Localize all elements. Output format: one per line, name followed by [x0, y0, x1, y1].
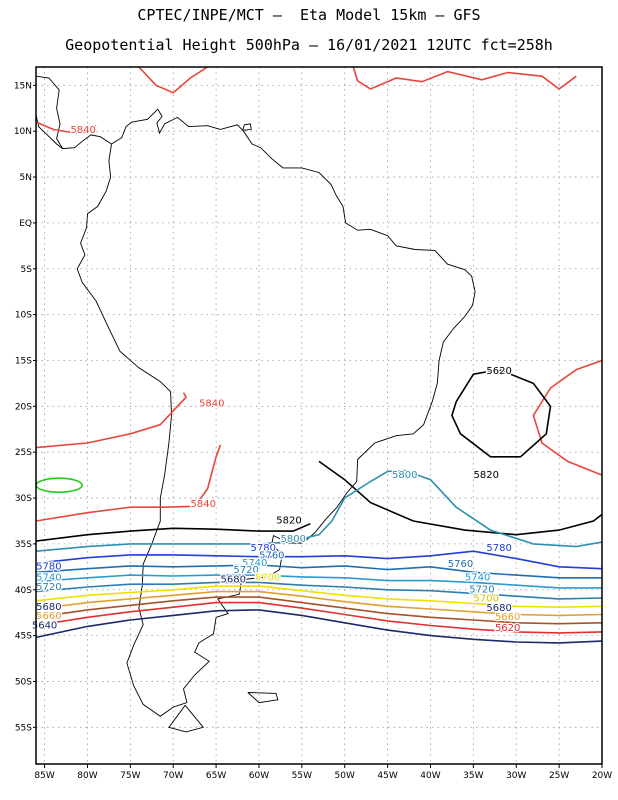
contour-label: 5820 — [474, 470, 499, 481]
lon-tick-label: 35W — [463, 771, 483, 781]
coastlines — [36, 75, 476, 733]
contour-labels: 5840 5840 5840 5620 5820 5820 5800 5800 5780 5780… — [31, 124, 522, 635]
contour-c5660 — [36, 596, 602, 625]
lat-tick-label: 15S — [15, 356, 32, 366]
lat-tick-label: 25S — [15, 448, 32, 458]
contour-label: 5840 — [191, 499, 216, 510]
lat-tick-label: 45S — [15, 632, 32, 642]
lat-tick-label: 20S — [15, 402, 32, 412]
contour-c5840-argentina — [36, 444, 222, 522]
map-background — [36, 67, 602, 764]
lon-tick-label: 55W — [292, 771, 312, 781]
contour-label: 5620 — [486, 366, 511, 377]
lat-tick-label: 50S — [15, 677, 32, 687]
lat-tick-label: 10N — [14, 127, 32, 137]
contour-label: 5760 — [259, 551, 284, 562]
lon-tick-label: 25W — [549, 771, 569, 781]
lon-tick-label: 70W — [163, 771, 183, 781]
lon-tick-label: 20W — [592, 771, 612, 781]
contour-c5840-bolivia — [36, 392, 188, 449]
falkland-islands — [247, 692, 279, 704]
lon-tick-label: 50W — [335, 771, 355, 781]
contour-label: 5740 — [242, 558, 267, 569]
contour-c5760 — [36, 564, 602, 579]
trinidad — [242, 123, 252, 131]
contour-label: 5620 — [495, 623, 520, 634]
lat-tick-label: 15N — [14, 81, 32, 91]
lat-tick-label: 10S — [15, 311, 32, 321]
contour-label: 5680 — [486, 603, 511, 614]
contour-label: 5700 — [255, 573, 280, 584]
height-contours — [36, 67, 602, 644]
contour-label: 5780 — [36, 562, 61, 573]
contour-label: 5680 — [36, 602, 61, 613]
contour-label: 5800 — [392, 470, 417, 481]
contour-c5780 — [36, 550, 602, 570]
tierra-del-fuego — [168, 705, 204, 733]
contour-label: 5660 — [495, 612, 520, 623]
contour-label: 5660 — [36, 611, 61, 622]
lat-tick-label: 5N — [20, 173, 32, 183]
contour-label: 5680 — [221, 574, 246, 585]
chart-subtitle: Geopotential Height 500hPa – 16/01/2021 … — [65, 36, 553, 54]
map-border — [35, 66, 603, 765]
central-america-coast — [36, 75, 112, 150]
contour-c5700 — [36, 585, 602, 609]
lat-tick-label: EQ — [19, 219, 32, 229]
chart-title: CPTEC/INPE/MCT – Eta Model 15km – GFS — [137, 6, 481, 24]
lon-tick-label: 45W — [377, 771, 397, 781]
lon-tick-label: 85W — [34, 771, 54, 781]
lon-tick-label: 75W — [120, 771, 140, 781]
contour-label: 5640 — [32, 620, 57, 631]
lon-tick-label: 30W — [506, 771, 526, 781]
contour-label: 5740 — [36, 573, 61, 584]
contour-c5640 — [36, 601, 602, 634]
south-america-coast — [76, 108, 476, 717]
axis-ticks: 85W 80W 75W 70W 65W 60W 55W 50W 45W 40W 35W 30W 25W 2… — [14, 81, 612, 781]
contour-c5820-closed-east — [451, 368, 552, 458]
contour-c5800 — [36, 469, 602, 552]
lat-tick-label: 35S — [15, 540, 32, 550]
central-america-pacific-coast — [36, 114, 63, 149]
contour-c5820-west — [36, 522, 311, 542]
contour-label: 5720 — [469, 585, 494, 596]
lat-tick-label: 5S — [21, 265, 33, 275]
contour-label: 5700 — [474, 594, 499, 605]
lon-tick-label: 40W — [420, 771, 440, 781]
contour-c5720 — [36, 581, 602, 600]
lat-tick-label: 30S — [15, 494, 32, 504]
contour-c5840-north — [138, 67, 208, 94]
contour-c5840-north-west — [36, 121, 97, 134]
contour-label: 5720 — [233, 565, 258, 576]
contour-label: 5780 — [486, 543, 511, 554]
contour-label: 5800 — [281, 534, 306, 545]
contour-label: 5840 — [70, 125, 95, 136]
contour-c5740 — [36, 574, 602, 589]
contour-c5840-north-east — [352, 67, 577, 90]
contour-c5680 — [36, 590, 602, 617]
contour-label: 5840 — [199, 398, 224, 409]
lon-tick-label: 80W — [77, 771, 97, 781]
lon-tick-label: 60W — [249, 771, 269, 781]
contour-label: 5760 — [448, 559, 473, 570]
contour-label: 5720 — [36, 582, 61, 593]
contour-c5840-east — [532, 359, 602, 476]
contour-label: 5740 — [465, 573, 490, 584]
contour-c5620 — [36, 609, 602, 644]
lon-tick-label: 65W — [206, 771, 226, 781]
contour-label: 5780 — [251, 543, 276, 554]
contour-label: 5820 — [276, 516, 301, 527]
contour-c5820-east — [318, 460, 602, 536]
lat-tick-label: 55S — [15, 723, 32, 733]
lat-tick-label: 40S — [15, 586, 32, 596]
